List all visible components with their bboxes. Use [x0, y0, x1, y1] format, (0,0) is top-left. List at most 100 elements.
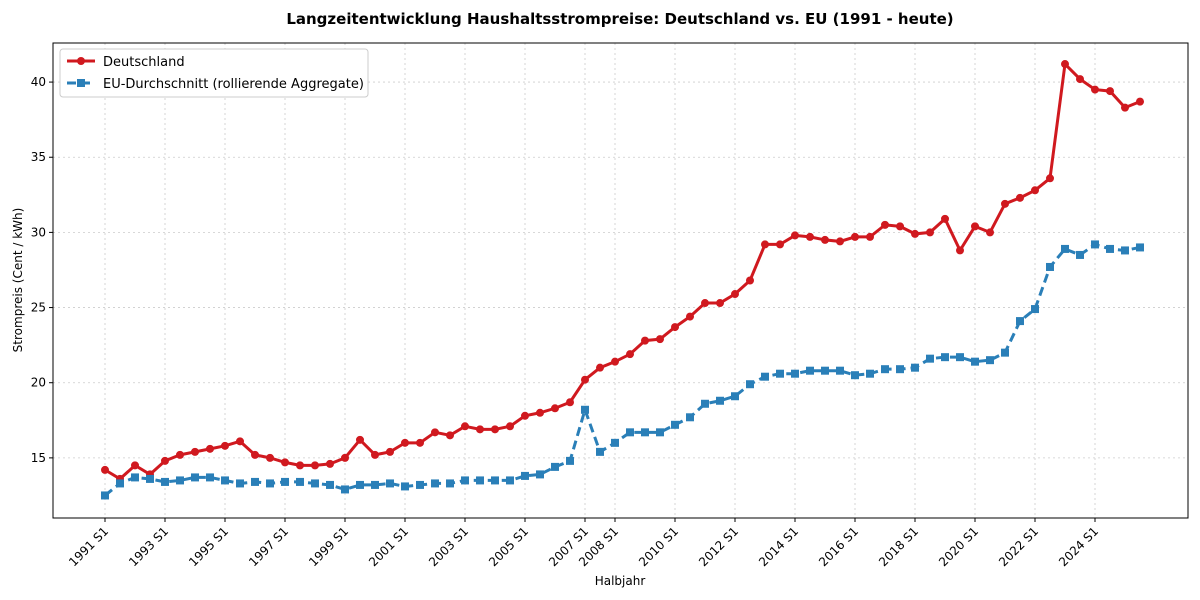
- legend-marker: [77, 57, 85, 65]
- point: [956, 353, 964, 362]
- point: [551, 462, 559, 471]
- point: [821, 235, 829, 244]
- point: [296, 461, 304, 470]
- point: [236, 479, 244, 488]
- point: [716, 396, 724, 405]
- point: [461, 476, 469, 485]
- x-tick-label: 2012 S1: [696, 524, 741, 569]
- point: [1001, 348, 1009, 357]
- point: [866, 369, 874, 378]
- point: [131, 473, 139, 482]
- point: [131, 461, 139, 470]
- point: [476, 476, 484, 485]
- point: [296, 477, 304, 486]
- point: [641, 428, 649, 437]
- point: [1121, 103, 1129, 112]
- point: [821, 366, 829, 375]
- line: [104, 60, 1141, 481]
- point: [926, 228, 934, 237]
- x-axis-label: Halbjahr: [595, 574, 646, 588]
- point: [341, 485, 349, 494]
- point: [1046, 262, 1054, 271]
- point: [281, 477, 289, 486]
- y-tick-label: 35: [31, 150, 46, 164]
- point: [206, 444, 214, 453]
- point: [386, 447, 394, 456]
- point: [656, 335, 664, 344]
- point: [506, 422, 514, 431]
- point: [176, 476, 184, 485]
- point: [521, 471, 529, 480]
- point: [491, 476, 499, 485]
- plot-frame: [52, 42, 1189, 519]
- y-tick-label: 15: [31, 451, 46, 465]
- point: [1076, 75, 1084, 84]
- point: [101, 465, 109, 474]
- point: [671, 420, 679, 429]
- point: [521, 411, 529, 420]
- x-tick-label: 2022 S1: [996, 524, 1041, 569]
- legend-label: Deutschland: [103, 55, 185, 70]
- point: [746, 276, 754, 285]
- y-tick-label: 40: [31, 75, 46, 89]
- point: [176, 450, 184, 459]
- point: [911, 229, 919, 238]
- point: [986, 356, 994, 365]
- point: [221, 441, 229, 450]
- x-tick-label: 2014 S1: [756, 524, 801, 569]
- point: [461, 422, 469, 431]
- point: [911, 363, 919, 372]
- point: [326, 480, 334, 489]
- point: [356, 480, 364, 489]
- point: [206, 473, 214, 482]
- legend-box: [59, 48, 369, 98]
- point: [851, 232, 859, 241]
- x-tick-label: 1991 S1: [66, 524, 111, 569]
- point: [491, 425, 499, 434]
- point: [956, 246, 964, 255]
- point: [701, 399, 709, 408]
- x-tick-label: 1995 S1: [186, 524, 231, 569]
- point: [851, 371, 859, 380]
- point: [101, 491, 109, 500]
- point: [971, 222, 979, 231]
- point: [941, 214, 949, 223]
- point: [881, 365, 889, 374]
- point: [1106, 87, 1114, 96]
- point: [1091, 240, 1099, 249]
- point: [731, 290, 739, 299]
- point: [836, 237, 844, 246]
- point: [326, 459, 334, 468]
- point: [791, 369, 799, 378]
- point: [266, 479, 274, 488]
- x-tick-label: 1993 S1: [126, 524, 171, 569]
- x-tick-label: 2010 S1: [636, 524, 681, 569]
- point: [836, 366, 844, 375]
- point: [251, 477, 259, 486]
- point: [536, 470, 544, 479]
- point: [311, 479, 319, 488]
- point: [536, 408, 544, 417]
- point: [626, 428, 634, 437]
- point: [941, 353, 949, 362]
- point: [776, 240, 784, 249]
- chart-title: Langzeitentwicklung Haushaltsstrompreise…: [286, 10, 953, 28]
- point: [146, 474, 154, 483]
- point: [926, 354, 934, 363]
- point: [611, 357, 619, 366]
- x-tick-label: 1999 S1: [306, 524, 351, 569]
- point: [116, 479, 124, 488]
- point: [431, 479, 439, 488]
- x-tick-label: 1997 S1: [246, 524, 291, 569]
- point: [1091, 85, 1099, 94]
- point: [986, 228, 994, 237]
- point: [866, 232, 874, 241]
- point: [161, 456, 169, 465]
- x-tick-label: 2001 S1: [366, 524, 411, 569]
- point: [776, 369, 784, 378]
- point: [806, 366, 814, 375]
- point: [896, 365, 904, 374]
- point: [671, 323, 679, 332]
- point: [761, 240, 769, 249]
- point: [791, 231, 799, 240]
